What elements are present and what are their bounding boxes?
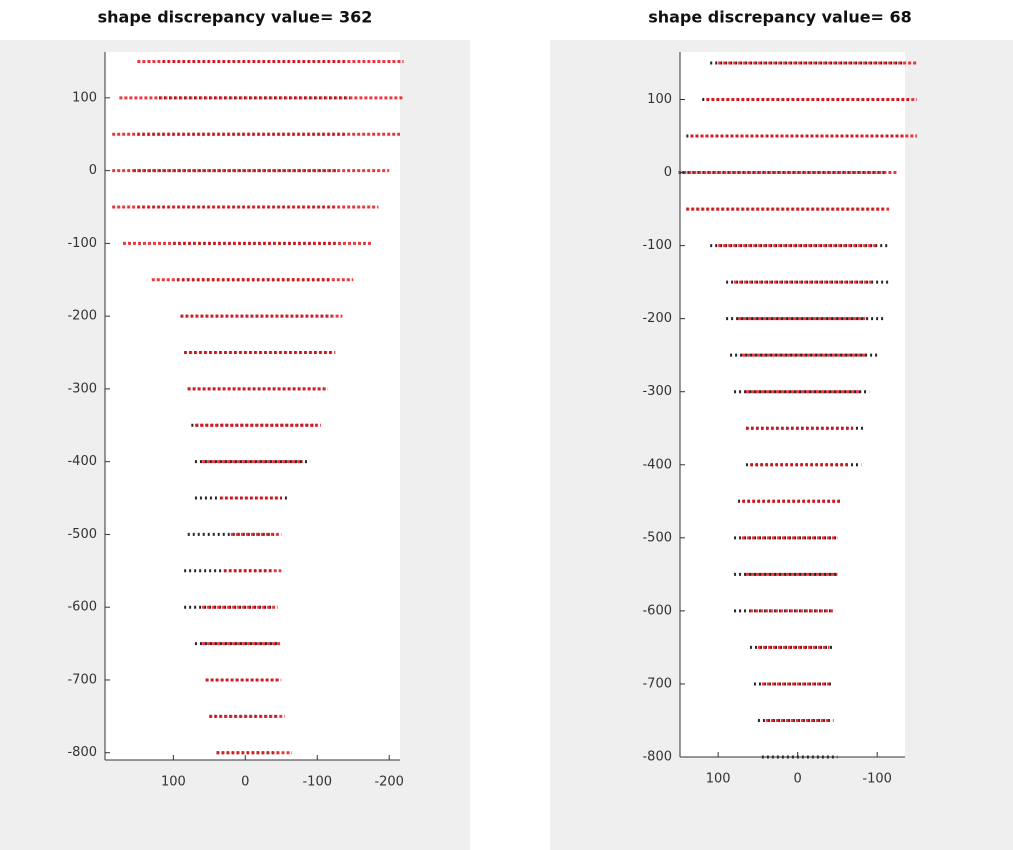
y-tick-label: -500: [67, 527, 97, 542]
y-tick-label: -800: [67, 745, 97, 760]
chart-title: shape discrepancy value= 362: [98, 8, 373, 27]
y-tick-label: -400: [642, 457, 672, 472]
y-tick-label: -200: [67, 309, 97, 324]
x-tick-label: -100: [302, 775, 332, 790]
y-tick-label: 0: [89, 163, 97, 178]
y-tick-label: -300: [67, 381, 97, 396]
x-tick-label: 100: [706, 772, 731, 787]
y-tick-label: 100: [72, 90, 97, 105]
y-tick-label: -100: [67, 236, 97, 251]
y-tick-label: -100: [642, 238, 672, 253]
x-tick-label: -100: [862, 772, 892, 787]
chart-title: shape discrepancy value= 68: [648, 8, 912, 27]
plot-area: [105, 52, 400, 760]
y-tick-label: -400: [67, 454, 97, 469]
y-tick-label: 0: [664, 165, 672, 180]
x-tick-label: -200: [374, 775, 404, 790]
y-tick-label: 100: [647, 92, 672, 107]
y-tick-label: -800: [642, 750, 672, 765]
y-tick-label: -600: [67, 600, 97, 615]
x-tick-label: 0: [794, 772, 802, 787]
x-tick-label: 0: [241, 775, 249, 790]
y-tick-label: -200: [642, 311, 672, 326]
x-tick-label: 100: [161, 775, 186, 790]
y-tick-label: -700: [67, 672, 97, 687]
plot-area: [680, 52, 905, 757]
y-tick-label: -500: [642, 530, 672, 545]
y-tick-label: -600: [642, 603, 672, 618]
y-tick-label: -300: [642, 384, 672, 399]
y-tick-label: -700: [642, 676, 672, 691]
